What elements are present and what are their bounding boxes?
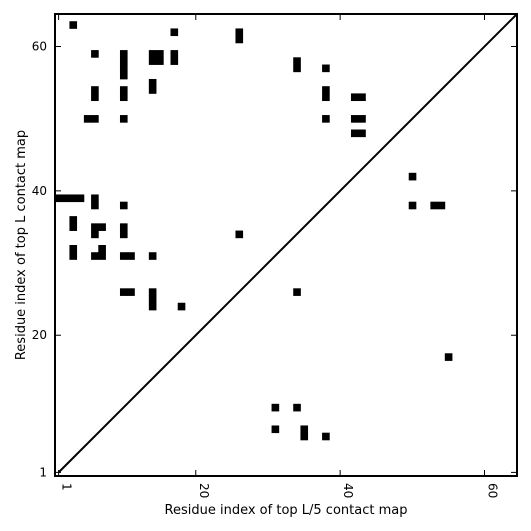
contact-cell-top-l [148, 302, 157, 311]
contact-cell-top-l [69, 223, 78, 231]
contact-cell-top-l5 [300, 432, 309, 441]
contact-cell-top-l [358, 115, 366, 123]
contact-cell-top-l [119, 64, 128, 73]
contact-cell-top-l [119, 201, 128, 210]
contact-cell-top-l [76, 194, 85, 203]
contact-cell-top-l5 [300, 425, 309, 434]
contact-cell-top-l [98, 252, 106, 260]
contact-cell-top-l [350, 115, 359, 123]
contact-cell-top-l [127, 288, 135, 296]
contact-cell-top-l5 [444, 353, 453, 361]
contact-cell-top-l [127, 252, 135, 260]
contact-cell-top-l [119, 230, 128, 239]
contact-cell-top-l [119, 71, 128, 80]
contact-cell-top-l [156, 57, 164, 65]
contact-cell-top-l [119, 50, 128, 58]
contact-cell-top-l [358, 129, 366, 138]
contact-cell-top-l [170, 50, 179, 58]
y-axis-label: Residue index of top L contact map [14, 130, 29, 360]
plot-frame [54, 13, 518, 477]
x-tick-label: 20 [197, 483, 211, 498]
contact-cell-top-l [322, 64, 330, 73]
contact-cell-top-l [69, 216, 78, 224]
contact-cell-top-l5 [271, 403, 280, 412]
contact-cell-top-l [148, 295, 157, 304]
contact-cell-top-l [69, 21, 78, 29]
contact-cell-top-l [119, 288, 128, 296]
contact-cell-top-l [62, 194, 70, 203]
contact-cells [55, 21, 453, 441]
contact-cell-top-l [148, 57, 157, 65]
contact-cell-top-l [83, 115, 92, 123]
y-tick-label: 40 [32, 184, 47, 198]
contact-cell-top-l [293, 57, 301, 65]
contact-cell-top-l [350, 129, 359, 138]
contact-cell-top-l [91, 50, 99, 58]
contact-cell-top-l [119, 115, 128, 123]
contact-cell-top-l [235, 35, 244, 44]
axis-ticks: 1 1 20 20 40 40 60 60 [32, 14, 517, 498]
contact-cell-top-l [119, 223, 128, 231]
x-tick-label: 1 [60, 483, 74, 491]
contact-cell-top-l [98, 223, 106, 231]
contact-cell-top-l [437, 201, 446, 210]
x-axis-label: Residue index of top L/5 contact map [165, 503, 408, 518]
contact-cell-top-l [91, 252, 99, 260]
contact-cell-top-l [91, 223, 99, 231]
contact-cell-top-l [156, 50, 164, 58]
contact-cell-top-l [148, 50, 157, 58]
contact-cell-top-l5 [271, 425, 280, 434]
y-tick-label: 1 [39, 465, 47, 479]
contact-cell-top-l5 [293, 403, 301, 412]
y-tick-label: 60 [32, 39, 47, 53]
contact-cell-top-l [430, 201, 438, 210]
contact-cell-top-l [91, 230, 99, 239]
contact-cell-top-l [322, 93, 330, 102]
contact-cell-top-l [177, 302, 186, 311]
contact-cell-top-l [350, 93, 359, 102]
contact-cell-top-l [170, 57, 179, 65]
diagonal-line [57, 13, 518, 474]
contact-cell-top-l [148, 78, 157, 87]
contact-cell-top-l [293, 64, 301, 73]
contact-cell-top-l [119, 93, 128, 102]
contact-cell-top-l [91, 93, 99, 102]
contact-cell-top-l [408, 201, 417, 210]
contact-cell-top-l [322, 115, 330, 123]
contact-cell-top-l [91, 86, 99, 94]
contact-cell-top-l [119, 252, 128, 260]
contact-cell-top-l [98, 245, 106, 253]
contact-cell-top-l [148, 86, 157, 94]
x-tick-label: 60 [486, 483, 500, 498]
contact-cell-top-l [170, 28, 179, 37]
contact-cell-top-l [235, 230, 244, 239]
contact-cell-top-l [148, 288, 157, 296]
contact-cell-top-l [69, 245, 78, 253]
x-tick-label: 40 [341, 483, 355, 498]
contact-cell-top-l5 [322, 432, 330, 441]
contact-cell-top-l [69, 194, 78, 203]
contact-cell-top-l [91, 115, 99, 123]
contact-cell-top-l [148, 252, 157, 260]
contact-cell-top-l [235, 28, 244, 37]
contact-cell-top-l [408, 172, 417, 181]
contact-cell-top-l [358, 93, 366, 102]
contact-cell-top-l [91, 201, 99, 210]
contact-cell-top-l [91, 194, 99, 203]
contact-cell-top-l [119, 57, 128, 65]
contact-cell-top-l [55, 194, 63, 203]
contact-cell-top-l [119, 86, 128, 94]
y-tick-label: 20 [32, 328, 47, 342]
contact-cell-top-l [293, 288, 301, 296]
contact-cell-top-l [322, 86, 330, 94]
contact-cell-top-l [69, 252, 78, 260]
